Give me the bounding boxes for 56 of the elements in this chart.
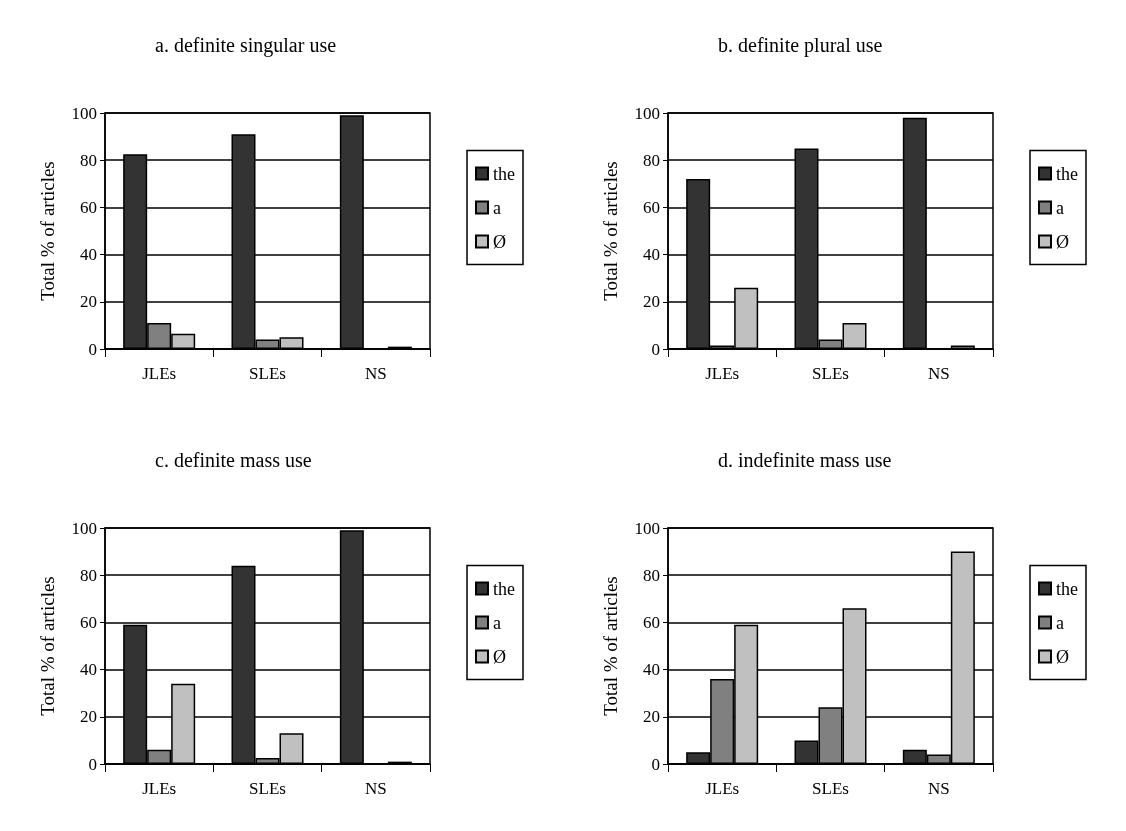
y-axis-title: Total % of articles bbox=[600, 161, 621, 301]
legend-label: the bbox=[1056, 163, 1079, 184]
y-tick-label: 80 bbox=[80, 565, 97, 585]
y-tick-label: 80 bbox=[643, 150, 660, 170]
x-tick-label: JLEs bbox=[142, 364, 177, 383]
x-tick-label: NS bbox=[927, 364, 950, 383]
legend-label: Ø bbox=[1056, 646, 1070, 667]
chart-title: b. definite plural use bbox=[718, 34, 883, 57]
legend-label: the bbox=[493, 578, 516, 599]
x-tick-label: SLEs bbox=[812, 779, 849, 798]
y-axis-title: Total % of articles bbox=[37, 161, 58, 301]
y-tick-label: 20 bbox=[643, 292, 660, 312]
x-tick-label: SLEs bbox=[812, 364, 849, 383]
legend-label: the bbox=[1056, 578, 1079, 599]
y-tick-label: 20 bbox=[80, 292, 97, 312]
y-tick-label: 100 bbox=[71, 518, 97, 538]
x-tick-label: NS bbox=[364, 779, 387, 798]
legend-label: Ø bbox=[493, 231, 507, 252]
chart-title: c. definite mass use bbox=[155, 449, 312, 471]
legend-label: Ø bbox=[493, 646, 507, 667]
legend-label: Ø bbox=[1056, 231, 1070, 252]
y-tick-label: 0 bbox=[651, 754, 660, 774]
x-tick-label: JLEs bbox=[705, 364, 740, 383]
legend-label: a bbox=[493, 612, 502, 633]
x-tick-label: SLEs bbox=[249, 779, 286, 798]
y-tick-label: 40 bbox=[643, 660, 660, 680]
y-tick-label: 60 bbox=[643, 197, 660, 217]
y-tick-label: 20 bbox=[643, 707, 660, 727]
y-tick-label: 80 bbox=[80, 150, 97, 170]
y-tick-label: 80 bbox=[643, 565, 660, 585]
legend-label: a bbox=[1056, 612, 1065, 633]
legend-label: a bbox=[1056, 197, 1065, 218]
y-axis-title: Total % of articles bbox=[600, 576, 621, 716]
x-tick-label: NS bbox=[364, 364, 387, 383]
y-tick-label: 0 bbox=[88, 339, 97, 359]
y-axis-title: Total % of articles bbox=[37, 576, 58, 716]
y-tick-label: 60 bbox=[80, 612, 97, 632]
y-tick-label: 0 bbox=[88, 754, 97, 774]
x-tick-label: NS bbox=[927, 779, 950, 798]
y-tick-label: 0 bbox=[651, 339, 660, 359]
legend-label: a bbox=[493, 197, 502, 218]
chart-title: d. indefinite mass use bbox=[718, 449, 892, 471]
y-tick-label: 100 bbox=[634, 103, 660, 123]
x-tick-label: JLEs bbox=[142, 779, 177, 798]
y-tick-label: 60 bbox=[643, 612, 660, 632]
y-tick-label: 100 bbox=[634, 518, 660, 538]
legend-label: the bbox=[493, 163, 516, 184]
y-tick-label: 40 bbox=[80, 245, 97, 265]
chart-title: a. definite singular use bbox=[155, 34, 337, 57]
y-tick-label: 60 bbox=[80, 197, 97, 217]
x-tick-label: SLEs bbox=[249, 364, 286, 383]
y-tick-label: 40 bbox=[80, 660, 97, 680]
y-tick-label: 40 bbox=[643, 245, 660, 265]
y-tick-label: 100 bbox=[71, 103, 97, 123]
y-tick-label: 20 bbox=[80, 707, 97, 727]
x-tick-label: JLEs bbox=[705, 779, 740, 798]
